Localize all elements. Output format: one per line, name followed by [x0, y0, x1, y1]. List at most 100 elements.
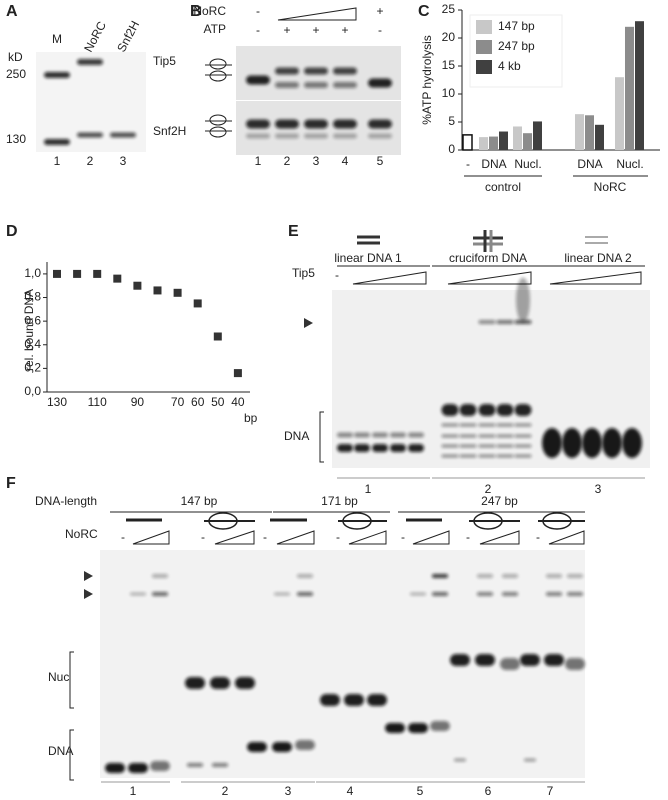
bar	[575, 114, 584, 150]
legend-swatch	[476, 20, 492, 34]
y-tick-label: 5	[448, 114, 455, 128]
sample-label: linear DNA 1	[334, 251, 402, 265]
gel-images	[36, 46, 650, 778]
sign: -	[263, 530, 267, 544]
gel-band	[478, 423, 496, 427]
gel-band	[246, 133, 270, 139]
gel-band	[477, 574, 493, 578]
lane-number: 3	[120, 154, 127, 168]
gel-band	[475, 654, 495, 666]
point	[53, 269, 61, 278]
lane-number: 2	[485, 482, 492, 496]
gel-band	[477, 592, 493, 596]
titration-wedge	[277, 7, 357, 21]
gel-band	[565, 658, 585, 670]
y-tick-label: 25	[442, 2, 456, 16]
gel-band	[297, 592, 313, 596]
band-label: Snf2H	[153, 124, 186, 138]
band-label: Tip5	[153, 54, 176, 68]
gel-band	[152, 574, 168, 578]
gel-band	[304, 82, 328, 88]
y-axis-label: %ATP hydrolysis	[420, 35, 434, 125]
gel-band	[187, 763, 203, 767]
gel-band	[544, 654, 564, 666]
gel-band	[441, 404, 459, 416]
sample-label: cruciform DNA	[449, 251, 527, 265]
gel-band	[275, 133, 299, 139]
y-tick-label: 15	[442, 58, 456, 72]
gel-band	[44, 139, 70, 145]
lane-number: 3	[285, 784, 292, 798]
titration-wedge	[447, 271, 532, 285]
group-label: NoRC	[594, 180, 627, 194]
sign: +	[341, 23, 348, 37]
band-label: Nuc	[48, 670, 69, 684]
gel-band	[459, 434, 477, 438]
x-tick-label: DNA	[577, 157, 602, 171]
gel-band	[246, 119, 270, 129]
gel-band	[478, 454, 496, 458]
gel-band	[130, 592, 146, 596]
nucleosome-icon	[209, 126, 227, 138]
gel-band	[546, 574, 562, 578]
gel-band	[478, 444, 496, 448]
gel-band	[390, 432, 406, 438]
x-tick-label: 50	[211, 395, 225, 409]
legend-swatch	[476, 40, 492, 54]
gel-band	[514, 454, 532, 458]
gel-band	[567, 574, 583, 578]
lane-number: 5	[417, 784, 424, 798]
gel-band	[432, 574, 448, 578]
lane-label: NoRC	[81, 19, 109, 55]
sign: +	[376, 4, 383, 18]
nucleosome-icon	[209, 114, 227, 126]
lane-number: 2	[87, 154, 94, 168]
lane-number: 3	[313, 154, 320, 168]
sign: -	[121, 530, 125, 544]
titration-wedge	[479, 530, 520, 545]
gel-band	[385, 723, 405, 733]
bar	[479, 137, 488, 150]
arrowhead	[84, 571, 93, 581]
x-tick-label: 130	[47, 395, 67, 409]
y-tick-label: 0	[448, 142, 455, 156]
gel-band	[459, 444, 477, 448]
gel-band	[368, 78, 392, 88]
lane-label: Snf2H	[114, 18, 142, 54]
panel-label: A	[6, 3, 18, 20]
gel-band	[246, 75, 270, 85]
gel-band	[372, 444, 388, 452]
titration-wedge	[412, 530, 450, 545]
gel-band	[77, 59, 103, 65]
gel-band	[478, 320, 496, 324]
sign: -	[401, 530, 405, 544]
legend-swatch	[476, 60, 492, 74]
bar	[595, 124, 604, 150]
y-tick-label: 10	[442, 86, 456, 100]
arrowhead	[304, 318, 313, 328]
gel-band	[368, 119, 392, 129]
panel-label: F	[6, 475, 16, 492]
gel-band	[44, 72, 70, 78]
gel-band	[478, 434, 496, 438]
x-tick-label: 40	[231, 395, 245, 409]
gel-band	[524, 758, 536, 762]
lane-label: M	[52, 32, 62, 46]
gel-band	[150, 761, 170, 771]
gel-band	[333, 133, 357, 139]
bar	[635, 21, 644, 151]
gel-band	[77, 132, 103, 138]
gel-band	[441, 434, 459, 438]
point	[173, 288, 182, 297]
gel-band	[275, 82, 299, 88]
titration-wedge	[548, 530, 585, 545]
gel-band	[210, 677, 230, 689]
gel-band	[502, 574, 518, 578]
x-tick-label: DNA	[481, 157, 506, 171]
y-tick-label: 0,2	[24, 361, 41, 375]
x-tick-label: 90	[131, 395, 145, 409]
sign: +	[283, 23, 290, 37]
y-tick-label: 20	[442, 30, 456, 44]
gel-band	[304, 133, 328, 139]
gel-band	[128, 763, 148, 773]
